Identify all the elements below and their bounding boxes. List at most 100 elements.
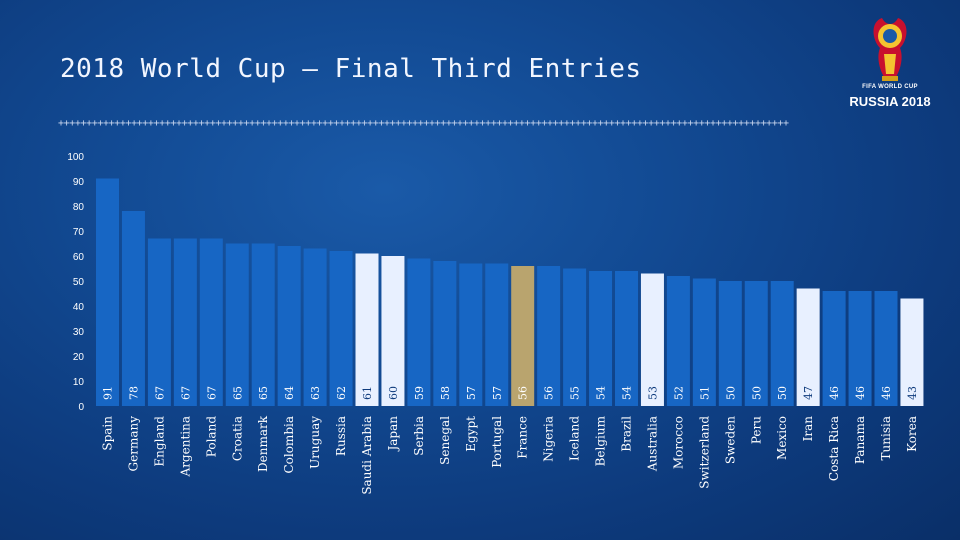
data-label: 62: [335, 386, 348, 400]
y-tick-label: 70: [73, 227, 85, 238]
y-axis: 0 10 20 30 40 50 60 70 80 90 100: [67, 152, 84, 413]
data-label: 58: [439, 386, 452, 400]
data-label: 65: [257, 386, 270, 400]
bar: [666, 276, 690, 406]
category-label: Poland: [204, 416, 218, 458]
data-label: 91: [102, 386, 115, 400]
y-tick-label: 0: [78, 402, 84, 413]
category-label: Panama: [853, 416, 867, 464]
data-label: 43: [906, 386, 919, 400]
y-tick-label: 80: [73, 202, 85, 213]
data-label: 47: [802, 386, 815, 400]
data-label: 60: [387, 386, 400, 400]
category-label: Croatia: [230, 416, 244, 461]
logo-line2: RUSSIA 2018: [849, 94, 931, 109]
bar: [537, 266, 561, 406]
category-label: Switzerland: [697, 416, 711, 489]
world-cup-logo: FIFA WORLD CUP RUSSIA 2018: [842, 14, 938, 114]
data-label: 46: [854, 386, 867, 400]
data-label: 53: [646, 386, 659, 400]
category-label: Morocco: [671, 416, 685, 469]
data-label: 50: [750, 386, 763, 400]
bar: [640, 273, 664, 406]
bar: [744, 281, 768, 406]
category-label: France: [516, 416, 530, 459]
data-label: 61: [361, 386, 374, 400]
bar: [147, 238, 171, 406]
data-label: 65: [231, 386, 244, 400]
bar: [874, 291, 898, 406]
category-label: Spain: [101, 416, 115, 451]
data-label: 55: [569, 386, 582, 400]
category-label: Argentina: [178, 416, 192, 477]
data-label: 63: [309, 386, 322, 400]
title-divider: ++++++++++++++++++++++++++++++++++++++++…: [58, 118, 789, 129]
data-label: 46: [880, 386, 893, 400]
bar: [796, 288, 820, 406]
bar: [173, 238, 197, 406]
bar: [407, 258, 431, 406]
category-label: Costa Rica: [827, 416, 841, 481]
bar: [433, 261, 457, 406]
bar: [718, 281, 742, 406]
data-label: 57: [491, 386, 504, 400]
data-label: 57: [465, 386, 478, 400]
bar: [199, 238, 223, 406]
y-tick-label: 60: [73, 252, 85, 263]
bar: [848, 291, 872, 406]
bar: [225, 243, 249, 406]
category-label: Serbia: [412, 416, 426, 456]
category-label: Belgium: [594, 415, 608, 466]
category-label: Senegal: [438, 416, 452, 465]
bar: [511, 266, 535, 406]
y-tick-label: 30: [73, 327, 85, 338]
bar: [303, 248, 327, 406]
data-label: 67: [205, 386, 218, 400]
data-label: 51: [698, 386, 711, 400]
category-label: Brazil: [620, 416, 634, 452]
data-label: 59: [413, 386, 426, 400]
bars: 91 78 67 67 67 65 65 64 63 62 61 60 59 58 57 57 56 56 55 54…: [96, 178, 924, 406]
bar: [485, 263, 509, 406]
logo-line1: FIFA WORLD CUP: [862, 84, 918, 90]
bar: [251, 243, 275, 406]
data-label: 50: [776, 386, 789, 400]
data-label: 67: [179, 386, 192, 400]
y-tick-label: 50: [73, 277, 85, 288]
bar: [589, 271, 613, 406]
data-label: 56: [517, 386, 530, 400]
data-label: 56: [543, 386, 556, 400]
bar: [770, 281, 794, 406]
category-label: Sweden: [723, 416, 737, 464]
bar: [121, 211, 145, 406]
category-label: Korea: [905, 416, 919, 452]
category-label: Denmark: [256, 415, 270, 472]
bar: [822, 291, 846, 406]
data-label: 64: [283, 386, 296, 400]
category-label: Japan: [386, 416, 400, 453]
bar: [900, 298, 924, 406]
y-tick-label: 20: [73, 352, 85, 363]
bar: [355, 253, 379, 406]
category-label: Russia: [334, 416, 348, 456]
data-label: 54: [621, 386, 634, 400]
category-label: Peru: [749, 416, 763, 444]
bar: [96, 178, 119, 406]
bar: [615, 271, 638, 406]
category-label: Iran: [801, 416, 815, 442]
y-tick-label: 10: [73, 377, 85, 388]
world-cup-trophy-icon: [873, 18, 907, 81]
category-label: Nigeria: [542, 416, 556, 462]
category-labels: Spain Germany England Argentina Poland Croati…: [101, 415, 919, 494]
bar: [692, 278, 716, 406]
category-label: Mexico: [775, 416, 789, 460]
data-label: 78: [127, 386, 140, 400]
bar: [563, 268, 587, 406]
category-label: Tunisia: [879, 416, 893, 460]
page-title: 2018 World Cup – Final Third Entries: [60, 54, 642, 84]
category-label: Australia: [645, 416, 659, 472]
data-label: 52: [672, 386, 685, 400]
data-label: 50: [724, 386, 737, 400]
y-tick-label: 100: [67, 152, 84, 163]
data-label: 67: [153, 386, 166, 400]
